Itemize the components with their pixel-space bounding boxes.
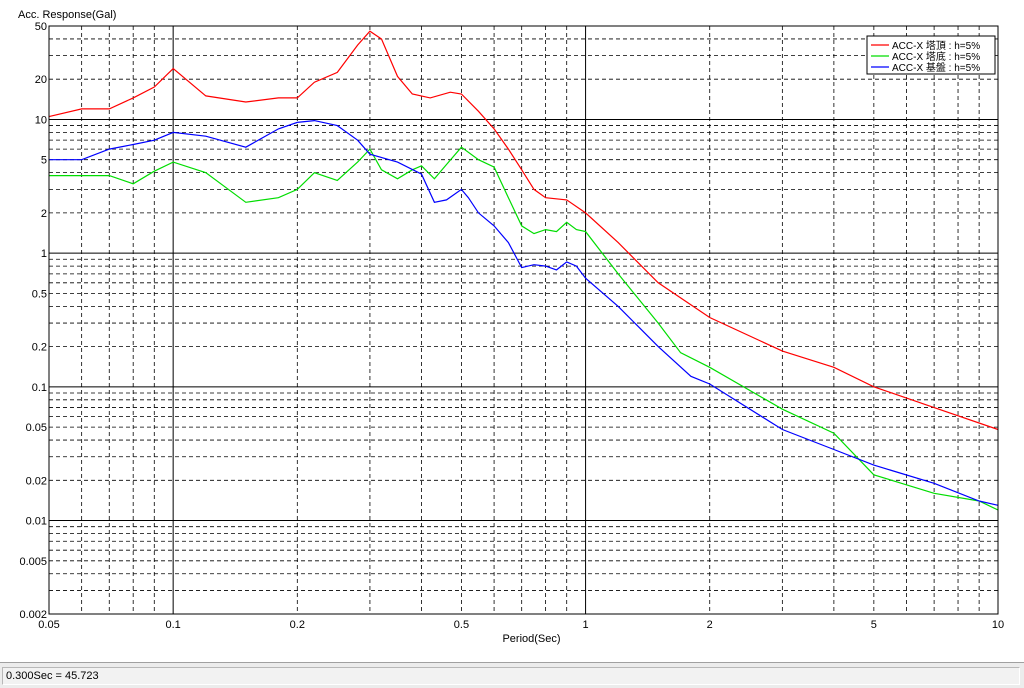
series-line-2 xyxy=(49,146,999,511)
legend-entry: ACC-X 塔底 : h=5% xyxy=(892,50,980,63)
y-tick-label: 50 xyxy=(35,21,47,33)
y-tick-label: 0.5 xyxy=(32,288,47,300)
x-axis-title: Period(Sec) xyxy=(502,633,560,645)
grid xyxy=(48,25,999,615)
legend-entry: ACC-X 基盤 : h=5% xyxy=(892,61,980,74)
y-tick-label: 5 xyxy=(41,155,47,167)
y-tick-label: 0.2 xyxy=(32,342,47,354)
x-tick-label: 1 xyxy=(583,619,589,631)
y-tick-label: 0.01 xyxy=(26,516,47,528)
y-tick-label: 20 xyxy=(35,74,47,86)
plot-frame xyxy=(48,25,999,615)
y-tick-label: 0.02 xyxy=(26,475,47,487)
y-tick-label: 1 xyxy=(41,248,47,260)
y-tick-label: 2 xyxy=(41,208,47,220)
series-group xyxy=(48,30,999,511)
x-tick-labels: 0.05 0.1 0.2 0.5 1 2 5 10 xyxy=(38,619,1004,631)
series-line-1 xyxy=(48,30,999,431)
series-line-3 xyxy=(49,119,999,506)
y-axis-title: Acc. Response(Gal) xyxy=(18,9,116,21)
x-tick-label: 0.1 xyxy=(166,619,181,631)
x-tick-label: 5 xyxy=(871,619,877,631)
y-tick-label: 0.1 xyxy=(32,382,47,394)
y-tick-label: 0.05 xyxy=(26,422,47,434)
x-tick-label: 0.2 xyxy=(290,619,305,631)
status-panel: 0.300Sec = 45.723 xyxy=(2,667,1020,685)
chart-window: 50 20 10 5 2 1 0.5 0.2 0.1 0.05 0.02 0.01 0.005 0.002… xyxy=(18,9,1005,645)
y-tick-label: 0.005 xyxy=(19,556,47,568)
x-tick-label: 2 xyxy=(707,619,713,631)
x-tick-label: 10 xyxy=(992,619,1004,631)
legend-entry: ACC-X 塔頂 : h=5% xyxy=(892,39,980,52)
x-tick-label: 0.05 xyxy=(38,619,59,631)
response-spectrum-chart: 50 20 10 5 2 1 0.5 0.2 0.1 0.05 0.02 0.01 0.005 0.002… xyxy=(18,9,1004,645)
legend: ACC-X 塔頂 : h=5%ACC-X 塔底 : h=5%ACC-X 基盤 :… xyxy=(866,35,996,75)
y-tick-label: 0.002 xyxy=(19,609,47,621)
x-tick-label: 0.5 xyxy=(454,619,469,631)
y-tick-labels: 50 20 10 5 2 1 0.5 0.2 0.1 0.05 0.02 0.01 0.005 0.002 xyxy=(19,21,47,621)
cursor-readout: 0.300Sec = 45.723 xyxy=(6,670,99,682)
status-bar: 0.300Sec = 45.723 xyxy=(0,662,1024,688)
legend-box xyxy=(866,35,996,75)
y-tick-label: 10 xyxy=(35,114,47,126)
